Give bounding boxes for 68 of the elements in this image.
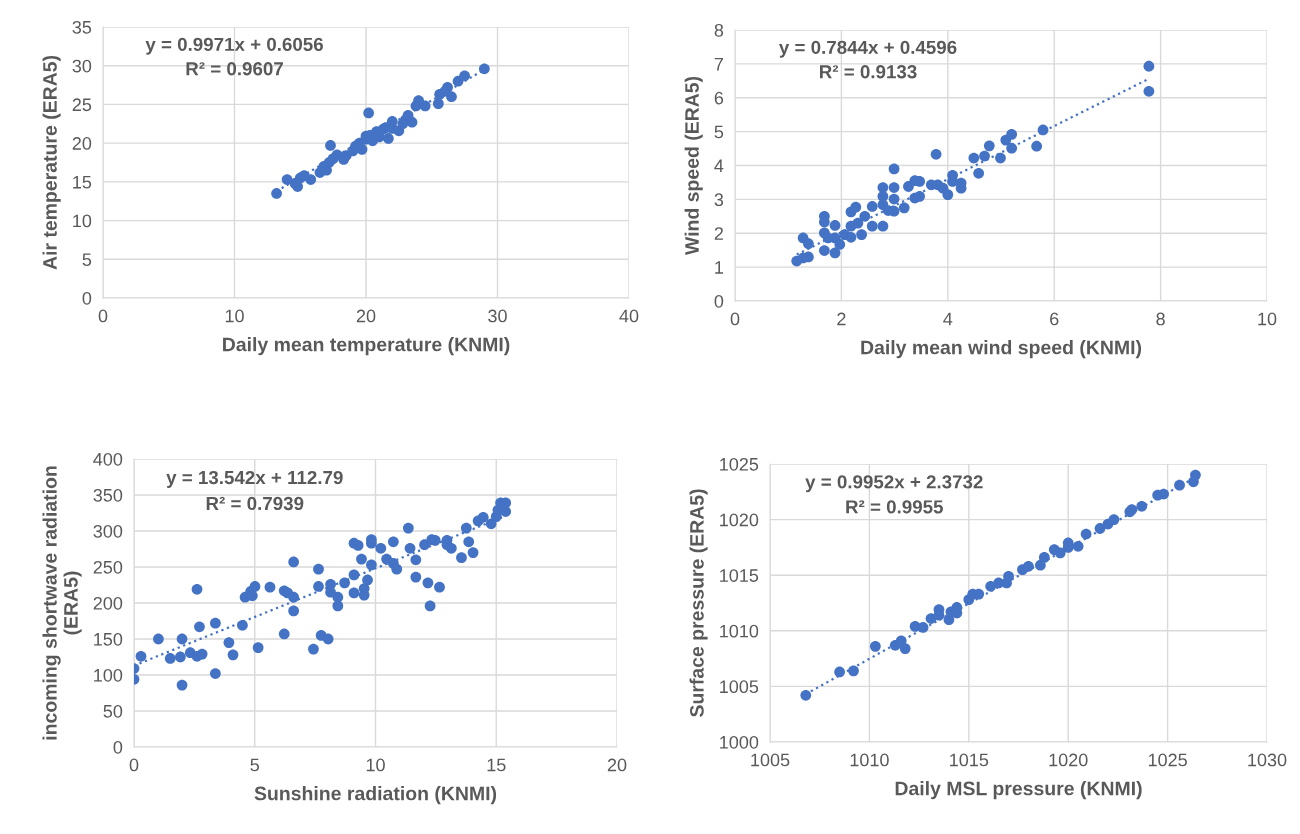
x-tick-label: 1015 xyxy=(950,753,989,767)
x-tick-label: 20 xyxy=(356,309,376,323)
y-tick-label: 5 xyxy=(714,125,724,139)
y-tick-label: 7 xyxy=(714,58,723,71)
x-tick-label: 1010 xyxy=(850,753,889,767)
y-tick-label: 50 xyxy=(103,704,123,718)
x-tick-label: 8 xyxy=(1156,312,1165,326)
annotation: R² = 0.9955 xyxy=(846,500,943,514)
x-axis-title: Sunshine radiation (KNMI) xyxy=(254,786,497,805)
y-axis-title: Wind speed (ERA5) xyxy=(684,76,703,256)
y-tick-label: 25 xyxy=(72,98,92,112)
x-tick-label: 6 xyxy=(1050,312,1059,326)
x-tick-label: 2 xyxy=(837,312,846,326)
y-axis-title: Surface pressure (ERA5) xyxy=(689,489,708,717)
y-tick-label: 1005 xyxy=(720,680,759,694)
annotation: y = 0.7844x + 0.4596 xyxy=(779,40,957,58)
y-tick-label: 0 xyxy=(714,294,724,308)
x-axis-title: Daily MSL pressure (KNMI) xyxy=(895,781,1142,800)
y-tick-label: 250 xyxy=(93,560,123,574)
y-tick-label: 1015 xyxy=(720,569,759,582)
y-tick-label: 15 xyxy=(73,175,92,189)
annotation: y = 0.9971x + 0.6056 xyxy=(145,37,323,55)
y-tick-label: 1020 xyxy=(720,513,759,527)
y-tick-label: 150 xyxy=(94,632,123,646)
y-tick-label: 3 xyxy=(714,193,724,207)
y-tick-label: 0 xyxy=(82,291,92,305)
annotation: y = 0.9952x + 2.3732 xyxy=(805,475,983,493)
y-tick-label: 100 xyxy=(94,668,123,682)
y-tick-label: 1025 xyxy=(720,457,759,471)
x-tick-label: 10 xyxy=(1258,312,1277,326)
y-tick-label: 0 xyxy=(113,740,123,754)
annotation: R² = 0.9607 xyxy=(186,62,283,76)
y-tick-label: 35 xyxy=(72,20,92,34)
y-tick-label: 5 xyxy=(82,253,92,267)
x-tick-label: 1030 xyxy=(1248,753,1287,767)
x-tick-label: 10 xyxy=(366,758,385,772)
x-tick-label: 1020 xyxy=(1049,753,1088,767)
y-axis-title: incoming shortwave radiation (ERA5) xyxy=(42,466,82,740)
y-tick-label: 400 xyxy=(93,452,123,466)
x-tick-label: 1025 xyxy=(1148,753,1187,767)
y-tick-label: 2 xyxy=(714,227,723,240)
x-tick-label: 30 xyxy=(488,309,507,323)
annotation: y = 13.542x + 112.79 xyxy=(166,470,343,488)
y-tick-label: 10 xyxy=(73,214,92,228)
y-tick-label: 1 xyxy=(715,261,724,274)
y-tick-label: 6 xyxy=(714,91,724,105)
x-tick-label: 5 xyxy=(250,758,260,772)
x-tick-label: 4 xyxy=(943,312,953,326)
x-tick-label: 15 xyxy=(487,758,506,772)
y-tick-label: 200 xyxy=(93,596,123,610)
x-tick-label: 40 xyxy=(619,309,639,323)
y-axis-title: Air temperature (ERA5) xyxy=(42,55,61,270)
annotation: R² = 0.9133 xyxy=(820,65,917,79)
y-tick-label: 1000 xyxy=(720,735,759,749)
y-tick-label: 350 xyxy=(93,488,123,502)
x-tick-label: 0 xyxy=(129,758,139,772)
x-axis-title: Daily mean wind speed (KNMI) xyxy=(861,340,1142,359)
x-axis-title: Daily mean temperature (KNMI) xyxy=(223,337,510,356)
x-tick-label: 1005 xyxy=(751,753,790,767)
y-tick-label: 8 xyxy=(714,23,724,37)
x-tick-label: 20 xyxy=(607,758,627,772)
y-tick-label: 300 xyxy=(93,524,123,538)
y-tick-label: 30 xyxy=(72,59,92,73)
x-tick-label: 10 xyxy=(225,309,244,323)
annotation: R² = 0.7939 xyxy=(206,496,304,511)
y-tick-label: 20 xyxy=(72,137,92,150)
y-tick-label: 4 xyxy=(714,159,724,173)
y-tick-label: 1010 xyxy=(720,624,759,638)
